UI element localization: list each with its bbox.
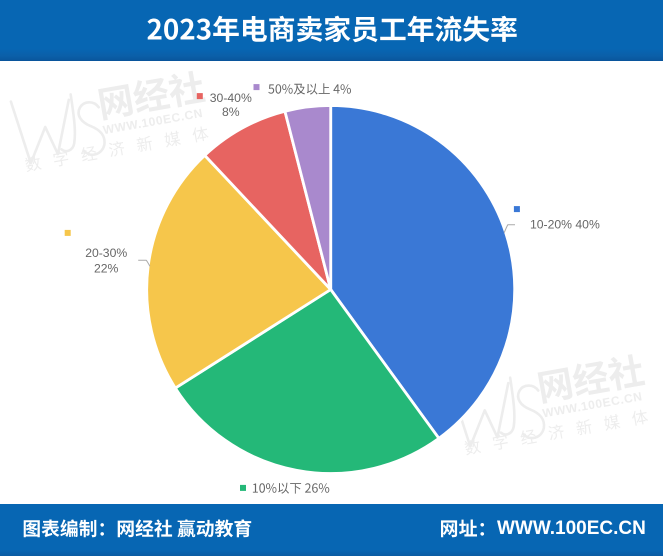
svg-text:20-30%: 20-30% (85, 246, 127, 260)
svg-text:10-20% 40%: 10-20% 40% (530, 217, 600, 231)
svg-text:22%: 22% (94, 262, 119, 276)
svg-text:WWW.100EC.CN: WWW.100EC.CN (497, 518, 646, 539)
svg-text:30-40%: 30-40% (210, 91, 252, 105)
svg-text:8%: 8% (222, 105, 240, 119)
